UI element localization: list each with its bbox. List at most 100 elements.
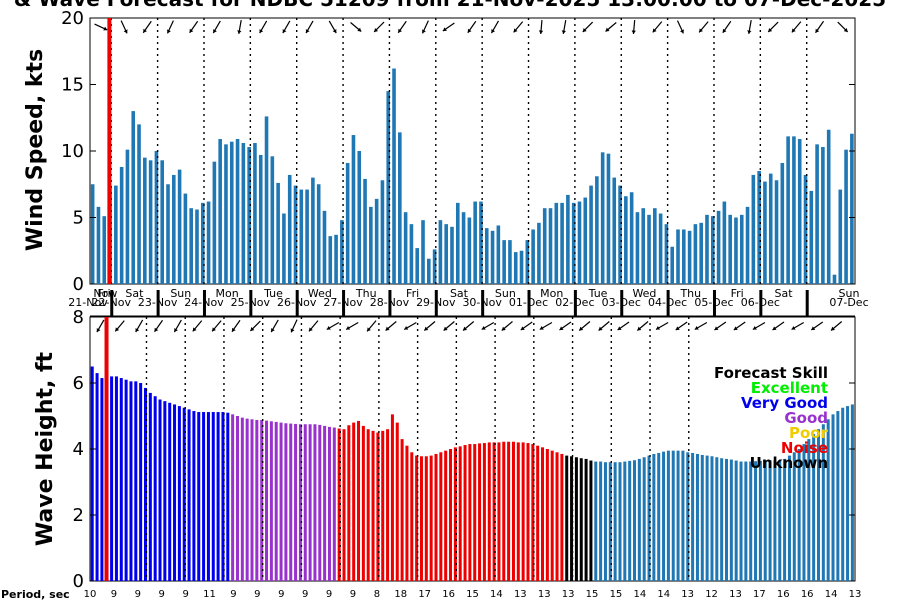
bar xyxy=(467,217,472,284)
direction-arrow xyxy=(513,21,524,33)
bar xyxy=(783,458,787,581)
bar xyxy=(90,184,95,284)
bar xyxy=(526,443,530,581)
legend-title: Forecast Skill xyxy=(714,364,828,382)
bar xyxy=(279,422,283,581)
plot-area xyxy=(89,17,856,285)
period-tick-label: 14 xyxy=(657,589,670,600)
day-tick xyxy=(527,290,531,316)
bar xyxy=(432,249,437,284)
period-tick-label: 9 xyxy=(278,589,284,600)
bar xyxy=(739,214,744,284)
bar xyxy=(444,224,448,284)
arrow-head xyxy=(752,325,757,330)
y-tick-label: 0 xyxy=(73,274,84,295)
direction-arrow xyxy=(767,21,779,33)
bar xyxy=(260,419,264,581)
bar xyxy=(311,177,315,284)
arrow-head xyxy=(538,30,544,34)
arrow-head xyxy=(308,327,313,332)
arrow-head xyxy=(103,26,108,31)
arrow-head xyxy=(831,326,835,331)
arrow-head xyxy=(791,28,796,33)
bar xyxy=(554,202,559,284)
bar xyxy=(821,424,825,581)
bar xyxy=(421,220,425,284)
direction-arrow xyxy=(539,321,553,331)
bar xyxy=(647,214,651,284)
direction-arrow xyxy=(561,20,567,34)
bar xyxy=(269,421,273,581)
day-tick xyxy=(620,290,624,316)
bar xyxy=(574,457,578,581)
day-tick xyxy=(249,290,253,316)
arrow-head xyxy=(115,327,120,332)
wind-y-axis-label: Wind Speed, kts xyxy=(23,49,48,251)
bar xyxy=(322,210,327,284)
bar xyxy=(376,432,380,581)
arrow-head xyxy=(811,326,816,331)
bar xyxy=(662,451,666,581)
arrow-head xyxy=(96,328,101,333)
direction-arrow xyxy=(631,19,636,35)
arrow-head xyxy=(637,326,642,331)
arrow-head xyxy=(520,326,525,331)
direction-arrow xyxy=(326,321,340,331)
bar xyxy=(424,456,428,581)
bar xyxy=(513,252,518,284)
bar xyxy=(629,192,634,284)
bar xyxy=(357,151,362,284)
bar xyxy=(293,185,298,284)
date-label: 21-Nov xyxy=(68,296,108,309)
bar xyxy=(637,458,641,581)
bar xyxy=(337,428,341,581)
bar xyxy=(664,224,669,284)
direction-arrow xyxy=(397,20,407,34)
direction-arrow xyxy=(501,321,513,331)
bar xyxy=(536,445,540,581)
bar xyxy=(334,234,338,284)
now-line xyxy=(104,317,109,581)
bar xyxy=(453,447,457,581)
bar xyxy=(603,462,607,581)
bar xyxy=(545,449,549,581)
bar xyxy=(327,426,331,581)
bar xyxy=(676,450,680,581)
bar xyxy=(695,453,699,581)
direction-arrow xyxy=(443,321,455,331)
direction-arrow xyxy=(752,321,766,331)
bar xyxy=(96,206,101,284)
direction-arrow xyxy=(837,21,849,33)
arrow-head xyxy=(791,325,796,330)
arrow-head xyxy=(154,327,159,332)
day-tick xyxy=(388,290,392,316)
arrow-head xyxy=(443,326,448,331)
direction-arrow xyxy=(154,319,164,333)
bar xyxy=(606,153,611,284)
arrow-head xyxy=(843,28,848,32)
bar xyxy=(599,461,603,581)
bar xyxy=(809,190,814,284)
direction-arrow xyxy=(772,321,785,331)
direction-arrow xyxy=(350,22,362,32)
direction-arrow xyxy=(423,321,436,331)
bar xyxy=(231,414,235,581)
bar xyxy=(502,240,506,284)
bar xyxy=(211,412,215,581)
day-tick xyxy=(342,290,346,316)
legend-unknown: Unknown xyxy=(750,454,828,472)
bar xyxy=(294,423,298,581)
arrow-head xyxy=(467,28,472,33)
arrow-head xyxy=(561,30,567,34)
arrow-head xyxy=(346,325,351,330)
bar xyxy=(363,178,367,284)
bar xyxy=(287,174,292,284)
bar xyxy=(102,216,107,284)
bar xyxy=(270,156,275,284)
bar xyxy=(583,197,588,284)
day-tick xyxy=(110,290,114,316)
bar xyxy=(173,404,177,581)
direction-arrow xyxy=(652,21,663,33)
period-tick-label: 16 xyxy=(777,589,790,600)
bar xyxy=(276,182,280,284)
